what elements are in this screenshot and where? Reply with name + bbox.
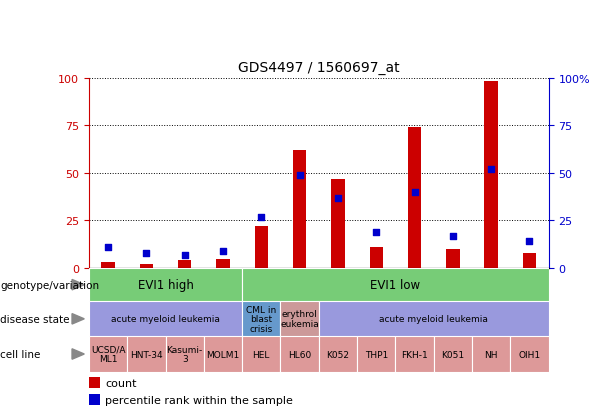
Bar [281, 301, 319, 337]
Point [448, 233, 458, 240]
Text: HL60: HL60 [288, 350, 311, 358]
Text: acute myeloid leukemia: acute myeloid leukemia [379, 315, 488, 323]
Bar [242, 301, 281, 337]
Bar [523, 253, 536, 268]
Point [371, 229, 381, 236]
Text: acute myeloid leukemia: acute myeloid leukemia [111, 315, 220, 323]
Point [218, 248, 228, 255]
Bar [254, 227, 268, 268]
Text: disease state: disease state [0, 314, 69, 324]
Bar [434, 337, 472, 372]
Polygon shape [72, 280, 85, 290]
Point [333, 195, 343, 202]
Point [409, 189, 419, 196]
Text: genotype/variation: genotype/variation [0, 280, 99, 290]
Bar [446, 249, 460, 268]
Bar [89, 394, 101, 405]
Bar [216, 259, 230, 268]
Bar [395, 337, 434, 372]
Bar [101, 263, 115, 268]
Bar [319, 301, 549, 337]
Bar [472, 337, 510, 372]
Bar [408, 128, 421, 268]
Bar [510, 337, 549, 372]
Point [525, 239, 535, 245]
Bar [281, 337, 319, 372]
Text: THP1: THP1 [365, 350, 388, 358]
Bar [89, 301, 242, 337]
Title: GDS4497 / 1560697_at: GDS4497 / 1560697_at [238, 61, 400, 75]
Text: count: count [105, 378, 137, 388]
Bar [178, 261, 191, 268]
Point [142, 250, 151, 256]
Point [295, 172, 305, 179]
Bar [357, 337, 395, 372]
Text: erythrol
eukemia: erythrol eukemia [280, 310, 319, 328]
Bar [242, 268, 549, 301]
Bar [89, 268, 242, 301]
Bar [140, 265, 153, 268]
Text: CML in
blast
crisis: CML in blast crisis [246, 305, 276, 333]
Point [103, 244, 113, 251]
Bar [166, 337, 204, 372]
Bar [204, 337, 242, 372]
Bar [293, 151, 306, 268]
Text: OIH1: OIH1 [519, 350, 541, 358]
Text: MOLM1: MOLM1 [207, 350, 240, 358]
Bar [370, 247, 383, 268]
Text: FKH-1: FKH-1 [401, 350, 428, 358]
Text: percentile rank within the sample: percentile rank within the sample [105, 394, 293, 405]
Polygon shape [72, 314, 85, 324]
Text: NH: NH [484, 350, 498, 358]
Bar [89, 377, 101, 388]
Polygon shape [72, 349, 85, 359]
Point [256, 214, 266, 221]
Bar [89, 337, 128, 372]
Text: Kasumi-
3: Kasumi- 3 [167, 345, 203, 363]
Text: K052: K052 [326, 350, 349, 358]
Text: HEL: HEL [253, 350, 270, 358]
Text: UCSD/A
ML1: UCSD/A ML1 [91, 345, 125, 363]
Bar [128, 337, 166, 372]
Text: cell line: cell line [0, 349, 40, 359]
Text: EVI1 high: EVI1 high [137, 278, 194, 292]
Text: K051: K051 [441, 350, 465, 358]
Bar [484, 82, 498, 268]
Bar [319, 337, 357, 372]
Text: EVI1 low: EVI1 low [370, 278, 421, 292]
Bar [242, 337, 281, 372]
Text: HNT-34: HNT-34 [130, 350, 162, 358]
Point [486, 166, 496, 173]
Bar [331, 179, 345, 268]
Point [180, 252, 189, 259]
